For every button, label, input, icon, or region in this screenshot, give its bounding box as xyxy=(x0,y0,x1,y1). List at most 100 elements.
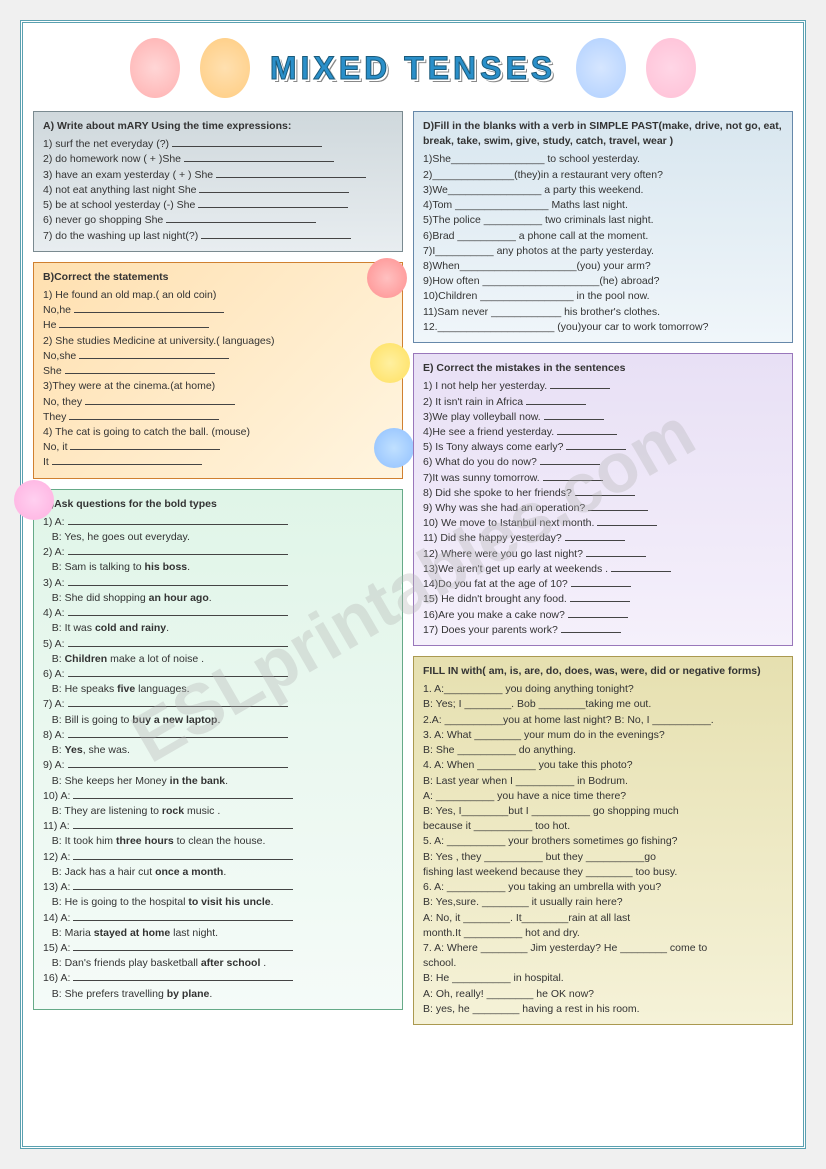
exercise-line: 17) Does your parents work? xyxy=(423,623,783,638)
exercise-line: B: He __________ in hospital. xyxy=(423,971,783,986)
section-a-items: 1) surf the net everyday (?) 2) do homew… xyxy=(43,137,393,244)
exercise-line: 9)How often ____________________(he) abr… xyxy=(423,274,783,289)
exercise-line: 1)She________________ to school yesterda… xyxy=(423,152,783,167)
exercise-line: 6) never go shopping She xyxy=(43,213,393,228)
answer-line: B: Children make a lot of noise . xyxy=(43,652,393,667)
exercise-line: 7)It was sunny tomorrow. xyxy=(423,471,783,486)
exercise-line: 11)Sam never ____________ his brother's … xyxy=(423,305,783,320)
section-a: A) Write about mARY Using the time expre… xyxy=(33,111,403,252)
exercise-line: 4) not eat anything last night She xyxy=(43,183,393,198)
exercise-line: 2.A: __________you at home last night? B… xyxy=(423,713,783,728)
exercise-line: 1. A:__________ you doing anything tonig… xyxy=(423,682,783,697)
exercise-line: 15) He didn't brought any food. xyxy=(423,592,783,607)
exercise-line: 16)Are you make a cake now? xyxy=(423,608,783,623)
answer-line: B: She did shopping an hour ago. xyxy=(43,591,393,606)
exercise-line: 7)I__________ any photos at the party ye… xyxy=(423,244,783,259)
exercise-line: A: Oh, really! ________ he OK now? xyxy=(423,987,783,1002)
answer-line: B: Dan's friends play basketball after s… xyxy=(43,956,393,971)
exercise-line: No, they xyxy=(43,395,393,410)
answer-line: B: Yes, she was. xyxy=(43,743,393,758)
exercise-line: B: Yes, I________but I __________ go sho… xyxy=(423,804,783,819)
exercise-line: 7) A: xyxy=(43,697,393,712)
exercise-line: B: Yes; I ________. Bob ________taking m… xyxy=(423,697,783,712)
exercise-line: No, it xyxy=(43,440,393,455)
exercise-line: 1) He found an old map.( an old coin) xyxy=(43,288,393,303)
exercise-line: 5. A: __________ your brothers sometimes… xyxy=(423,834,783,849)
exercise-line: 7) do the washing up last night(?) xyxy=(43,229,393,244)
exercise-line: 2)______________(they)in a restaurant ve… xyxy=(423,168,783,183)
exercise-line: 3. A: What ________ your mum do in the e… xyxy=(423,728,783,743)
exercise-line: 5) be at school yesterday (-) She xyxy=(43,198,393,213)
section-b-items: 1) He found an old map.( an old coin) No,… xyxy=(43,288,393,471)
exercise-line: because it __________ too hot. xyxy=(423,819,783,834)
exercise-line: 14) A: xyxy=(43,911,393,926)
exercise-line: 1) I not help her yesterday. xyxy=(423,379,783,394)
exercise-line: 13) A: xyxy=(43,880,393,895)
section-b: B)Correct the statements 1) He found an … xyxy=(33,262,403,479)
section-f-heading: FILL IN with( am, is, are, do, does, was… xyxy=(423,664,783,679)
exercise-line: B: Yes,sure. ________ it usually rain he… xyxy=(423,895,783,910)
exercise-line: 11) A: xyxy=(43,819,393,834)
answer-line: B: They are listening to rock music . xyxy=(43,804,393,819)
section-a-heading: A) Write about mARY Using the time expre… xyxy=(43,119,393,134)
answer-line: B: Jack has a hair cut once a month. xyxy=(43,865,393,880)
exercise-line: It xyxy=(43,455,393,470)
exercise-line: school. xyxy=(423,956,783,971)
clipart-hearts-icon xyxy=(367,258,407,298)
exercise-line: 3) A: xyxy=(43,576,393,591)
exercise-line: 7. A: Where ________ Jim yesterday? He _… xyxy=(423,941,783,956)
answer-line: B: Yes, he goes out everyday. xyxy=(43,530,393,545)
clipart-baby-right2 xyxy=(646,38,696,98)
exercise-line: 4. A: When __________ you take this phot… xyxy=(423,758,783,773)
section-f-items: 1. A:__________ you doing anything tonig… xyxy=(423,682,783,1017)
section-e: E) Correct the mistakes in the sentences… xyxy=(413,353,793,646)
answer-line: B: He speaks five languages. xyxy=(43,682,393,697)
exercise-line: 2) do homework now ( + )She xyxy=(43,152,393,167)
exercise-line: 11) Did she happy yesterday? xyxy=(423,531,783,546)
answer-line: B: She keeps her Money in the bank. xyxy=(43,774,393,789)
exercise-line: 2) It isn't rain in Africa xyxy=(423,395,783,410)
exercise-line: 10) A: xyxy=(43,789,393,804)
answer-line: B: It was cold and rainy. xyxy=(43,621,393,636)
exercise-line: 6)Brad __________ a phone call at the mo… xyxy=(423,229,783,244)
exercise-line: A: __________ you have a nice time there… xyxy=(423,789,783,804)
exercise-line: fishing last weekend because they ______… xyxy=(423,865,783,880)
exercise-line: B: yes, he ________ having a rest in his… xyxy=(423,1002,783,1017)
exercise-line: 1) surf the net everyday (?) xyxy=(43,137,393,152)
answer-line: B: It took him three hours to clean the … xyxy=(43,834,393,849)
exercise-line: They xyxy=(43,410,393,425)
clipart-music-icon xyxy=(374,428,414,468)
exercise-line: No,she xyxy=(43,349,393,364)
clipart-baby-left1 xyxy=(130,38,180,98)
exercise-line: 6) A: xyxy=(43,667,393,682)
exercise-line: 10)Children ________________ in the pool… xyxy=(423,289,783,304)
exercise-line: month.It __________ hot and dry. xyxy=(423,926,783,941)
exercise-line: 6) What do you do now? xyxy=(423,455,783,470)
section-e-heading: E) Correct the mistakes in the sentences xyxy=(423,361,783,376)
exercise-line: 8) Did she spoke to her friends? xyxy=(423,486,783,501)
exercise-line: B: Yes , they __________ but they ______… xyxy=(423,850,783,865)
exercise-line: 2) She studies Medicine at university.( … xyxy=(43,334,393,349)
section-d-items: 1)She________________ to school yesterda… xyxy=(423,152,783,335)
exercise-line: 3)They were at the cinema.(at home) xyxy=(43,379,393,394)
exercise-line: 12.____________________ (you)your car to… xyxy=(423,320,783,335)
page-title: MIXED TENSES xyxy=(270,50,556,87)
exercise-line: A: No, it ________. It________rain at al… xyxy=(423,911,783,926)
answer-line: B: Maria stayed at home last night. xyxy=(43,926,393,941)
exercise-line: He xyxy=(43,318,393,333)
clipart-star-icon xyxy=(14,480,54,520)
exercise-line: 3) have an exam yesterday ( + ) She xyxy=(43,168,393,183)
exercise-line: 3)We________________ a party this weeken… xyxy=(423,183,783,198)
exercise-line: 8) A: xyxy=(43,728,393,743)
exercise-line: 12) A: xyxy=(43,850,393,865)
exercise-line: 4) A: xyxy=(43,606,393,621)
section-d-heading: D)Fill in the blanks with a verb in SIMP… xyxy=(423,119,783,149)
section-b-heading: B)Correct the statements xyxy=(43,270,393,285)
exercise-line: 2) A: xyxy=(43,545,393,560)
exercise-line: 8)When____________________(you) your arm… xyxy=(423,259,783,274)
exercise-line: 15) A: xyxy=(43,941,393,956)
section-c-heading: C)Ask questions for the bold types xyxy=(43,497,393,512)
section-c: C)Ask questions for the bold types 1) A:… xyxy=(33,489,403,1010)
exercise-line: 1) A: xyxy=(43,515,393,530)
clipart-baby-right1 xyxy=(576,38,626,98)
